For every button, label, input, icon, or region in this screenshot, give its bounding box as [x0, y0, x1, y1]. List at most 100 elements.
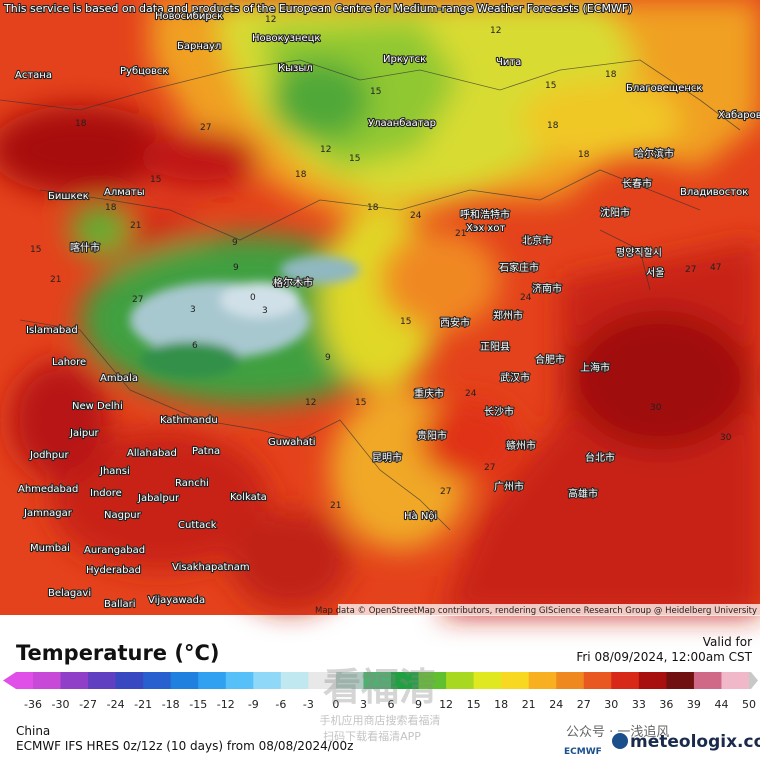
- colorbar-segment: [60, 672, 89, 689]
- colorbar-tick-label: -21: [134, 698, 152, 711]
- temperature-value: 12: [320, 145, 331, 155]
- city-label: Ranchi: [175, 478, 209, 489]
- city-label: Jamnagar: [23, 508, 73, 519]
- temperature-value: 18: [578, 150, 590, 160]
- city-label: 上海市: [580, 361, 610, 374]
- city-label: 格尔木市: [273, 276, 313, 289]
- colorbar-tick-label: 15: [467, 698, 481, 711]
- temperature-value: 27: [484, 463, 495, 473]
- colorbar-arrow: [749, 672, 758, 689]
- city-label: Владивосток: [680, 187, 748, 198]
- city-label: Ahmedabad: [18, 484, 78, 495]
- colorbar-tick-label: 36: [659, 698, 673, 711]
- city-label: Рубцовск: [120, 66, 168, 77]
- colorbar-tick-label: 44: [714, 698, 728, 711]
- city-label: Mumbai: [30, 543, 70, 554]
- city-label: 沈阳市: [600, 206, 630, 219]
- city-label: Благовещенск: [626, 83, 702, 94]
- map-labels: Новосибирск Барнаул Новокузнецк Астана Рубцо…: [14, 10, 760, 611]
- city-label: Islamabad: [26, 325, 78, 336]
- city-label: Чита: [496, 57, 521, 68]
- temperature-value: 21: [330, 501, 341, 511]
- city-label: Ballari: [104, 599, 136, 610]
- city-label: Hà Nội: [404, 510, 437, 522]
- city-label: Kolkata: [230, 492, 267, 503]
- temperature-value: 24: [465, 389, 477, 399]
- colorbar-arrow: [3, 672, 33, 689]
- colorbar-segment: [280, 672, 309, 689]
- colorbar-segment: [33, 672, 62, 689]
- temperature-value: 15: [150, 175, 161, 185]
- city-label: 长春市: [622, 177, 652, 190]
- colorbar-segment: [335, 672, 364, 689]
- city-label: Cuttack: [178, 520, 217, 531]
- temperature-value: 3: [262, 306, 268, 316]
- logo-icon: [612, 733, 628, 749]
- site-logo[interactable]: meteologix.com: [630, 732, 760, 752]
- legend: Temperature (°C) Valid for Fri 08/09/202…: [3, 635, 758, 753]
- temperature-value: 15: [355, 398, 366, 408]
- city-label: Patna: [192, 446, 220, 457]
- city-label: Иркутск: [383, 54, 426, 65]
- legend-title: Temperature (°C): [16, 641, 219, 665]
- city-label: 武汉市: [500, 371, 530, 384]
- city-label: Алматы: [104, 187, 145, 198]
- colorbar-tick-label: -18: [162, 698, 180, 711]
- colorbar-tick-label: 9: [415, 698, 422, 711]
- colorbar-tick-label: 12: [439, 698, 453, 711]
- temperature-value: 27: [200, 123, 211, 133]
- watermark: 看福清: [323, 665, 437, 709]
- colorbar-segment: [225, 672, 254, 689]
- colorbar-tick-label: -15: [189, 698, 207, 711]
- city-label: Nagpur: [104, 510, 142, 521]
- colorbar-segment: [253, 672, 282, 689]
- colorbar-tick-label: 27: [577, 698, 591, 711]
- temperature-value: 6: [192, 341, 198, 351]
- city-label: Indore: [90, 488, 122, 499]
- city-label: 呼和浩特市: [460, 208, 510, 221]
- ecmwf-logo: ECMWF: [564, 747, 602, 757]
- colorbar-tick-label: -12: [217, 698, 235, 711]
- temperature-value: 30: [650, 403, 662, 413]
- watermark-line: 手机应用商店搜索看福清: [320, 713, 441, 727]
- colorbar-segment: [638, 672, 667, 689]
- city-label: Vijayawada: [148, 595, 205, 606]
- city-label: Бишкек: [48, 191, 89, 202]
- city-label: 北京市: [522, 234, 552, 247]
- colorbar-segment: [446, 672, 475, 689]
- colorbar-segment: [721, 672, 750, 689]
- wechat-label: 公众号 · 一浅追风: [566, 724, 669, 740]
- city-label: Новосибирск: [155, 11, 223, 22]
- temperature-value: 18: [605, 70, 617, 80]
- city-label: 昆明市: [372, 451, 402, 464]
- colorbar-tick-label: 0: [332, 698, 339, 711]
- city-label: 长沙市: [484, 405, 514, 418]
- city-label: 평양직할시: [616, 247, 662, 259]
- colorbar-segment: [170, 672, 199, 689]
- city-label: Kathmandu: [160, 415, 218, 426]
- city-label: Jhansi: [99, 466, 130, 477]
- city-label: Guwahati: [268, 437, 316, 448]
- city-label: 合肥市: [535, 353, 565, 366]
- colorbar-tick-label: 50: [742, 698, 756, 711]
- temperature-value: 18: [547, 121, 559, 131]
- city-label: 正阳县: [480, 341, 510, 353]
- city-label: 石家庄市: [499, 261, 539, 274]
- branding: 看福清 手机应用商店搜索看福清 扫码下载看福清APP 公众号 · 一浅追风 EC…: [320, 665, 760, 757]
- colorbar-segment: [363, 672, 392, 689]
- temperature-value: 9: [325, 353, 331, 363]
- colorbar-segment: [198, 672, 227, 689]
- temperature-value: 18: [367, 203, 379, 213]
- city-label: 喀什市: [70, 241, 100, 254]
- temperature-value: 24: [410, 211, 422, 221]
- valid-time: Fri 08/09/2024, 12:00am CST: [576, 650, 752, 664]
- city-label: Jaipur: [69, 428, 100, 439]
- city-label: Jodhpur: [29, 450, 69, 461]
- temperature-value: 9: [233, 263, 239, 273]
- city-label: Ambala: [100, 373, 138, 384]
- colorbar-tick-label: 30: [604, 698, 618, 711]
- city-label: 济南市: [532, 282, 562, 295]
- colorbar-segment: [308, 672, 337, 689]
